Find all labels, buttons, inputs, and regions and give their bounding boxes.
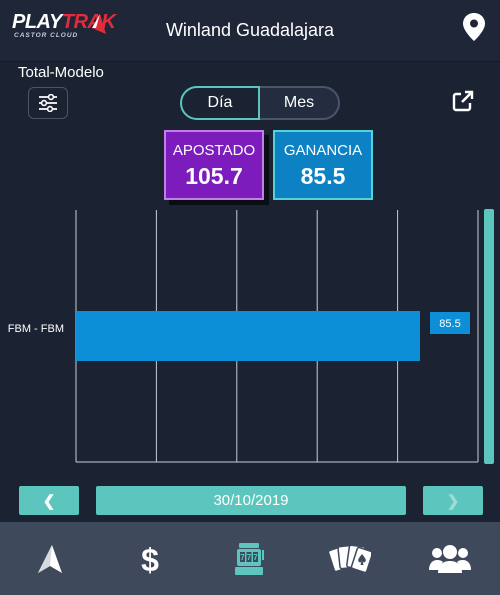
nav-money[interactable]: $ [100, 522, 200, 595]
next-date-button[interactable]: ❯ [423, 486, 483, 515]
prev-date-button[interactable]: ❮ [19, 486, 79, 515]
tab-mes[interactable]: Mes [260, 86, 340, 120]
svg-text:$: $ [141, 542, 159, 577]
slot-machine-icon: 7 7 7 [235, 542, 264, 575]
apostado-value: 105.7 [185, 163, 243, 189]
nav-cards[interactable] [300, 522, 400, 595]
svg-text:7: 7 [240, 553, 245, 562]
location-pin-icon[interactable] [462, 12, 486, 42]
venue-title: Winland Guadalajara [165, 20, 335, 40]
sliders-icon [39, 94, 57, 112]
chart-scrollbar[interactable] [484, 209, 494, 464]
nav-home[interactable] [0, 522, 100, 595]
ganancia-card: GANANCIA 85.5 [273, 130, 373, 200]
model-bar-chart: FBM - FBM 85.5 [8, 210, 479, 463]
dollar-icon: $ [141, 542, 159, 577]
logo-sail-icon [92, 14, 106, 34]
data-label-box [430, 312, 470, 334]
bottom-nav-bar: $ 7 7 7 [0, 522, 500, 595]
section-label: Total-Modelo [18, 64, 104, 81]
external-link-icon[interactable] [452, 90, 474, 112]
home-icon [38, 544, 62, 573]
tab-dia[interactable]: Día [180, 86, 260, 120]
ganancia-value: 85.5 [300, 163, 346, 189]
category-label: FBM - FBM [8, 323, 64, 335]
playtrak-logo: PLAYTRAK CASTOR CLOUD [12, 11, 116, 39]
nav-slots[interactable]: 7 7 7 [200, 522, 300, 595]
apostado-card: APOSTADO 105.7 [164, 130, 264, 200]
svg-text:7: 7 [253, 553, 258, 562]
cards-icon [329, 544, 371, 573]
data-label: 85.5 [439, 318, 460, 330]
date-display[interactable]: 30/10/2019 [96, 486, 406, 515]
nav-users[interactable] [400, 522, 500, 595]
svg-text:7: 7 [247, 553, 252, 562]
users-icon [429, 544, 471, 573]
bar-fbm-fbm[interactable] [76, 311, 420, 361]
apostado-label: APOSTADO [172, 142, 256, 159]
ganancia-label: GANANCIA [283, 142, 363, 159]
filter-button[interactable] [28, 87, 68, 119]
app-header: PLAYTRAK CASTOR CLOUD Winland Guadalajar… [0, 0, 500, 62]
